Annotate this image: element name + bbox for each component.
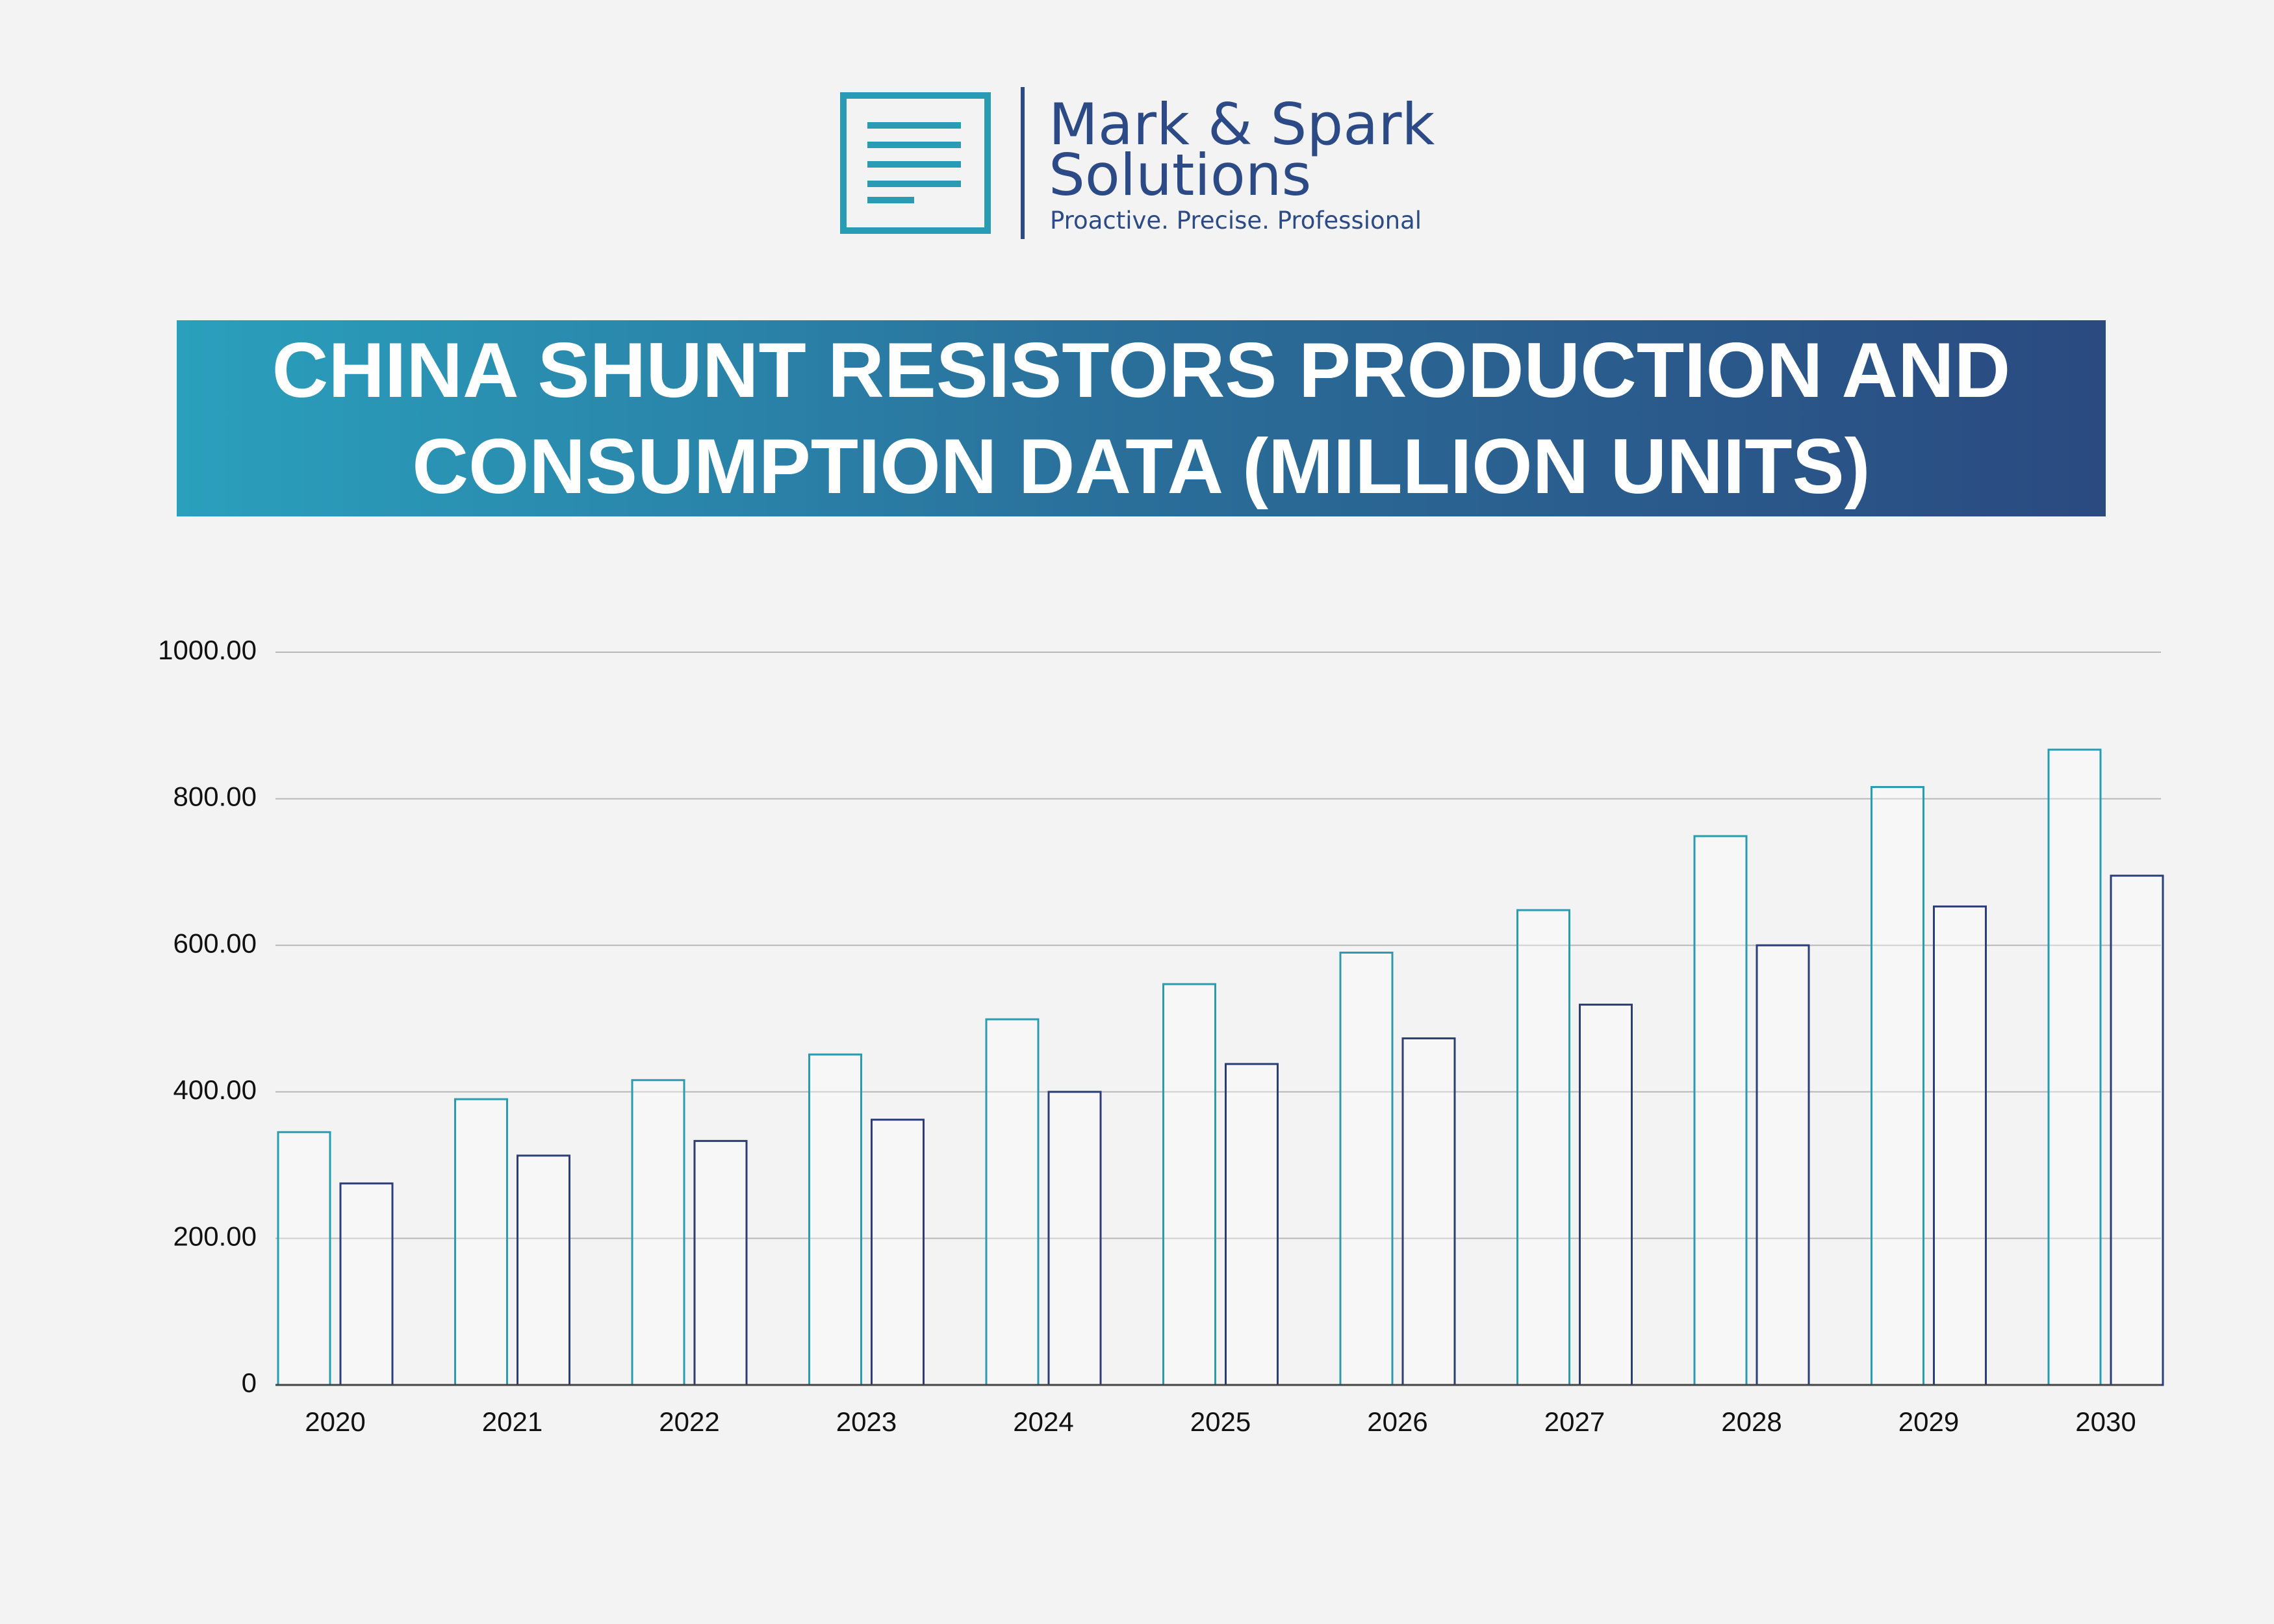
bar xyxy=(808,1053,862,1386)
bar xyxy=(1162,983,1216,1386)
bar xyxy=(454,1098,508,1386)
bar xyxy=(1339,951,1394,1386)
logo: Mark & Spark Solutions Proactive. Precis… xyxy=(840,87,1435,239)
chart-title: CHINA SHUNT RESISTORS PRODUCTION AND CON… xyxy=(272,327,2011,510)
x-tick-label: 2025 xyxy=(1190,1406,1251,1437)
bar xyxy=(1401,1037,1456,1386)
x-tick-label: 2022 xyxy=(659,1406,719,1437)
title-banner: CHINA SHUNT RESISTORS PRODUCTION AND CON… xyxy=(177,320,2106,516)
y-tick-label: 400.00 xyxy=(173,1074,257,1105)
bar xyxy=(1516,909,1570,1386)
bar xyxy=(517,1154,570,1386)
logo-icon-line xyxy=(867,122,961,129)
bar xyxy=(2047,748,2102,1386)
bar xyxy=(631,1079,685,1386)
bar xyxy=(1756,944,1810,1386)
y-tick-label: 800.00 xyxy=(173,781,257,812)
x-tick-label: 2028 xyxy=(1721,1406,1782,1437)
x-tick-label: 2030 xyxy=(2075,1406,2136,1437)
bar xyxy=(871,1119,925,1386)
bar xyxy=(277,1131,331,1386)
y-tick-label: 1000.00 xyxy=(158,635,257,665)
y-tick-label: 600.00 xyxy=(173,928,257,958)
logo-icon-line xyxy=(867,197,914,203)
bar xyxy=(1871,786,1924,1386)
x-tick-label: 2026 xyxy=(1367,1406,1427,1437)
logo-icon-line xyxy=(867,161,961,168)
logo-icon-line xyxy=(867,142,961,148)
x-tick-label: 2020 xyxy=(305,1406,365,1437)
bar xyxy=(1225,1063,1279,1386)
x-tick-label: 2024 xyxy=(1013,1406,1073,1437)
bar xyxy=(1579,1004,1633,1386)
bar xyxy=(2110,874,2164,1386)
x-tick-label: 2029 xyxy=(1898,1406,1959,1437)
bar xyxy=(1693,835,1748,1386)
x-tick-label: 2021 xyxy=(482,1406,543,1437)
x-tick-label: 2027 xyxy=(1544,1406,1605,1437)
bar xyxy=(1047,1091,1102,1386)
logo-tagline: Proactive. Precise. Professional xyxy=(1050,207,1422,235)
x-tick-label: 2023 xyxy=(836,1406,897,1437)
bar xyxy=(339,1182,394,1386)
y-tick-label: 200.00 xyxy=(173,1221,257,1251)
logo-name: Mark & Spark xyxy=(1049,91,1435,158)
logo-name: Solutions xyxy=(1049,142,1311,209)
bar xyxy=(1933,905,1987,1386)
logo-icon xyxy=(840,92,991,234)
bar xyxy=(985,1018,1040,1386)
logo-icon-line xyxy=(867,181,961,187)
bar xyxy=(693,1139,748,1386)
y-tick-label: 0 xyxy=(242,1367,257,1398)
